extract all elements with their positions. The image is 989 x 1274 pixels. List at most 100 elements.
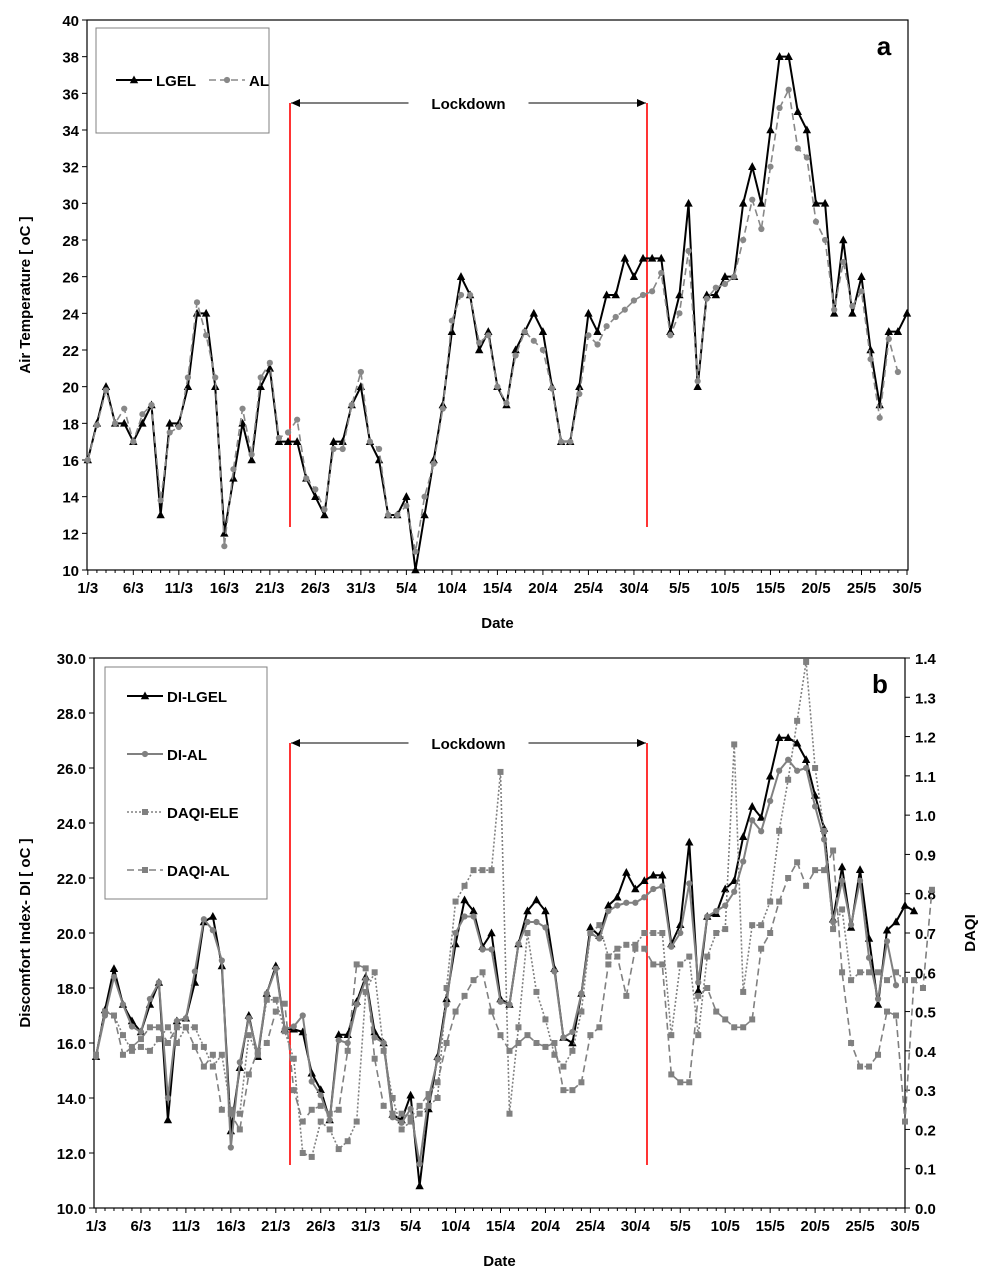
AL-point (221, 543, 227, 549)
DAQI-ELE-point (524, 930, 530, 936)
AL-point (613, 314, 619, 320)
DAQI-AL-point (210, 1052, 216, 1058)
AL-point (476, 340, 482, 346)
LGEL-point (457, 272, 465, 280)
DI-AL-point (731, 889, 737, 895)
AL-point (367, 439, 373, 445)
DAQI-AL-point (93, 1052, 99, 1058)
DI-AL-point (138, 1029, 144, 1035)
y2-tick-label: 0.0 (915, 1201, 936, 1218)
legend-label: LGEL (156, 73, 196, 90)
DAQI-ELE-point (165, 1024, 171, 1030)
DAQI-AL-point (920, 985, 926, 991)
DI-AL-point (291, 1023, 297, 1029)
AL-point (376, 446, 382, 452)
DAQI-AL-point (884, 1009, 890, 1015)
LGEL-point (593, 327, 601, 335)
DI-LGEL-point (685, 838, 693, 846)
AL-point (858, 288, 864, 294)
DAQI-AL-point (390, 1111, 396, 1117)
x-tick-label: 10/4 (437, 580, 467, 597)
legend-label: DI-LGEL (167, 689, 227, 706)
LGEL-point (621, 254, 629, 262)
DAQI-AL-point (273, 1009, 279, 1015)
LGEL-point (630, 272, 638, 280)
DAQI-ELE-point (794, 718, 800, 724)
LGEL-point (766, 126, 774, 134)
DAQI-AL-point (309, 1107, 315, 1113)
x-tick-label: 20/5 (801, 1218, 830, 1235)
DAQI-AL-point (650, 961, 656, 967)
DAQI-AL-point (848, 1040, 854, 1046)
DI-AL-point (614, 902, 620, 908)
DAQI-ELE-point (246, 1032, 252, 1038)
DAQI-ELE-point (722, 926, 728, 932)
x-tick-label: 11/3 (165, 580, 193, 597)
DAQI-ELE-point (560, 1064, 566, 1070)
AL-point (485, 332, 491, 338)
DAQI-AL-point (713, 1009, 719, 1015)
LGEL-point (866, 346, 874, 354)
AL-point (249, 451, 255, 457)
AL-point (594, 341, 600, 347)
DI-AL-point (479, 946, 485, 952)
AL-point (695, 378, 701, 384)
AL-point (767, 164, 773, 170)
AL-point (176, 424, 182, 430)
DAQI-ELE-point (659, 930, 665, 936)
DI-AL-point (470, 913, 476, 919)
x-axis-label: Date (481, 615, 514, 632)
x-tick-label: 5/4 (400, 1218, 422, 1235)
AL-point (786, 87, 792, 93)
y-axis-label: Air Temperature [ oC ] (17, 216, 34, 373)
DI-AL-point (417, 1161, 423, 1167)
DAQI-AL-point (659, 961, 665, 967)
DI-AL-point (129, 1023, 135, 1029)
AL-point (94, 422, 100, 428)
DAQI-AL-point (228, 1111, 234, 1117)
y2-tick-label: 0.3 (915, 1083, 936, 1100)
DAQI-ELE-point (713, 930, 719, 936)
DAQI-AL-point (201, 1064, 207, 1070)
DI-AL-point (713, 908, 719, 914)
LGEL-point (156, 511, 164, 519)
x-tick-label: 21/3 (261, 1218, 290, 1235)
DAQI-ELE-point (533, 989, 539, 995)
AL-point (740, 237, 746, 243)
y-tick-label: 30 (62, 196, 79, 213)
y-tick-label: 36 (62, 86, 79, 103)
panel-letter: a (877, 31, 892, 61)
DAQI-ELE-point (695, 1032, 701, 1038)
DAQI-ELE-point (596, 922, 602, 928)
DAQI-AL-point (174, 1024, 180, 1030)
legend-label: DI-AL (167, 747, 207, 764)
LGEL-point (748, 162, 756, 170)
y2-tick-label: 1.4 (915, 651, 937, 668)
DAQI-AL-point (821, 867, 827, 873)
LGEL-point (903, 309, 911, 317)
panel-letter: b (872, 669, 888, 699)
AL-point (604, 323, 610, 329)
x-tick-label: 20/4 (528, 580, 558, 597)
DAQI-AL-point (767, 930, 773, 936)
DI-AL-point (300, 1012, 306, 1018)
DI-LGEL-point (487, 929, 495, 937)
DAQI-ELE-point (174, 1040, 180, 1046)
DAQI-AL-point (345, 1048, 351, 1054)
DI-LGEL-point (739, 832, 747, 840)
DI-AL-point (165, 1095, 171, 1101)
DAQI-ELE-point (857, 969, 863, 975)
DAQI-ELE-point (318, 1119, 324, 1125)
DI-AL-point (704, 913, 710, 919)
AL-point (212, 374, 218, 380)
DI-LGEL-point (748, 802, 756, 810)
x-tick-label: 21/3 (255, 580, 284, 597)
DAQI-ELE-point (839, 906, 845, 912)
DAQI-AL-point (875, 1052, 881, 1058)
AL-point (494, 384, 500, 390)
AL-point (412, 549, 418, 555)
DI-AL-point (722, 902, 728, 908)
DI-AL-point (812, 803, 818, 809)
AL-point (667, 332, 673, 338)
DI-AL-point (497, 999, 503, 1005)
